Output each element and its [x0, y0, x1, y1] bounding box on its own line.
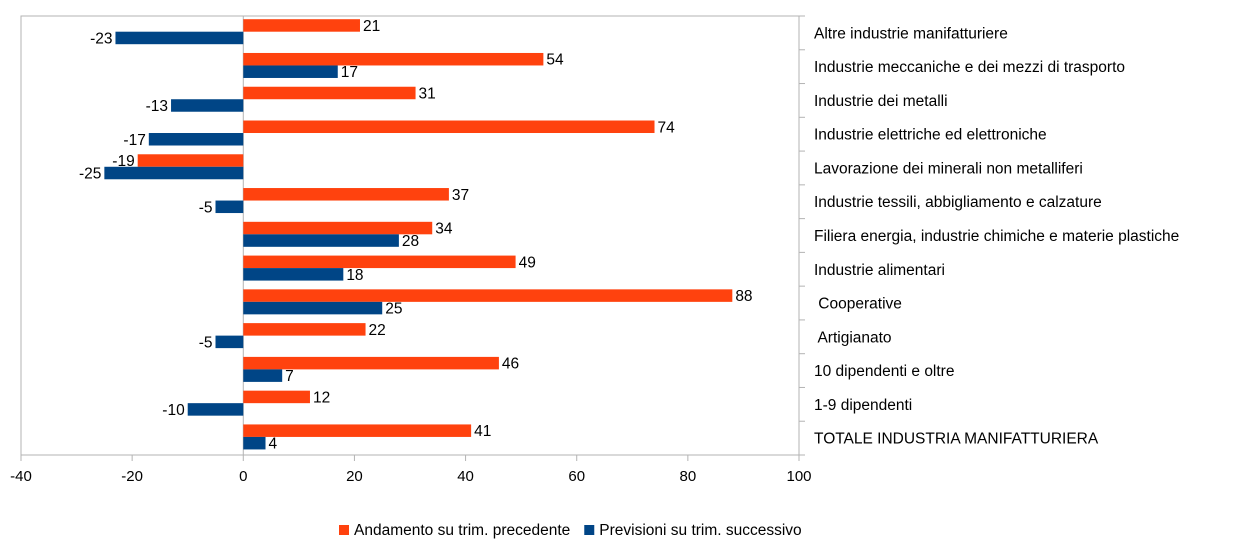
x-tick-label: -40 [10, 468, 32, 485]
data-label: 25 [385, 301, 402, 318]
data-label: 88 [735, 288, 752, 305]
data-label: -23 [90, 30, 112, 47]
data-label: 21 [363, 18, 380, 35]
legend-label-previsioni: Previsioni su trim. successivo [599, 522, 801, 539]
data-label: 31 [419, 85, 436, 102]
category-labels: Altre industrie manifatturiere Industrie … [814, 25, 1179, 447]
bar-andamento [243, 323, 366, 336]
bar-andamento [243, 188, 449, 201]
x-axis: -40 -20 0 20 40 60 80 100 [10, 455, 812, 485]
data-label: 12 [313, 389, 330, 406]
bars-group [104, 19, 733, 450]
category-label: 1-9 dipendenti [814, 397, 912, 414]
x-tick-label: 60 [568, 468, 585, 485]
legend-label-andamento: Andamento su trim. precedente [354, 522, 570, 539]
category-label: Filiera energia, industrie chimiche e ma… [814, 228, 1179, 245]
bar-andamento [243, 289, 733, 302]
bar-previsioni [243, 234, 399, 247]
data-label: 28 [402, 233, 419, 250]
category-label: Industrie meccaniche e dei mezzi di tras… [814, 59, 1125, 76]
bar-previsioni [243, 65, 338, 78]
bar-andamento [243, 255, 516, 269]
bar-andamento [137, 154, 244, 167]
data-label: 22 [369, 322, 386, 339]
x-tick-label: 80 [680, 468, 697, 485]
bar-andamento [243, 356, 499, 370]
category-label: Altre industrie manifatturiere [814, 25, 1008, 42]
bar-previsioni [215, 200, 244, 214]
bar-previsioni [243, 369, 283, 382]
x-tick-label: 20 [346, 468, 363, 485]
data-label: -19 [112, 153, 134, 170]
bar-andamento [243, 424, 472, 437]
category-label: Industrie alimentari [814, 262, 945, 279]
bar-previsioni [215, 335, 244, 349]
data-label: -5 [199, 334, 213, 351]
bar-previsioni [148, 133, 244, 146]
category-label: Cooperative [814, 296, 902, 313]
data-label: 74 [658, 119, 676, 136]
data-label: -10 [162, 402, 185, 419]
bar-previsioni [115, 31, 244, 45]
data-label: 37 [452, 187, 469, 204]
category-label: Artigianato [814, 329, 892, 346]
plot-border [20, 15, 800, 456]
category-label: Industrie dei metalli [814, 93, 948, 110]
bar-previsioni [171, 99, 244, 112]
x-tick-label: 100 [786, 468, 811, 485]
category-label: Industrie tessili, abbigliamento e calza… [814, 194, 1102, 211]
data-label: 54 [546, 52, 564, 69]
category-label: Lavorazione dei minerali non metalliferi [814, 160, 1083, 177]
legend-swatch [339, 525, 349, 535]
bar-previsioni [243, 268, 344, 281]
data-label: 17 [341, 64, 358, 81]
data-label: -13 [146, 98, 168, 115]
data-label: 4 [269, 436, 278, 453]
x-tick-label: 40 [457, 468, 474, 485]
bar-andamento [243, 390, 310, 404]
data-label: -25 [79, 166, 101, 183]
bar-andamento [243, 52, 544, 66]
legend: Andamento su trim. precedente Previsioni … [339, 522, 802, 539]
category-label: Industrie elettriche ed elettroniche [814, 127, 1047, 144]
bar-previsioni [104, 166, 244, 180]
x-tick-label: 0 [239, 468, 247, 485]
bar-previsioni [243, 436, 266, 450]
bar-andamento [243, 120, 655, 134]
data-label: 41 [474, 423, 491, 440]
x-tick-label: -20 [121, 468, 143, 485]
data-label: 46 [502, 356, 519, 373]
data-label: 49 [519, 254, 536, 271]
legend-swatch [584, 525, 595, 535]
category-label: TOTALE INDUSTRIA MANIFATTURIERA [814, 431, 1099, 448]
data-label: 7 [285, 368, 294, 385]
bar-andamento [243, 19, 360, 32]
bar-andamento [243, 86, 416, 100]
data-labels-group: 21-23541731-1374-17-19-2537-534284918882… [79, 18, 753, 453]
bar-previsioni [187, 403, 244, 416]
bar-andamento [243, 221, 433, 235]
bar-previsioni [243, 301, 383, 315]
data-label: 34 [435, 221, 453, 238]
data-label: -17 [123, 132, 145, 149]
data-label: 18 [346, 267, 363, 284]
data-label: -5 [199, 199, 213, 216]
category-label: 10 dipendenti e oltre [814, 363, 954, 380]
